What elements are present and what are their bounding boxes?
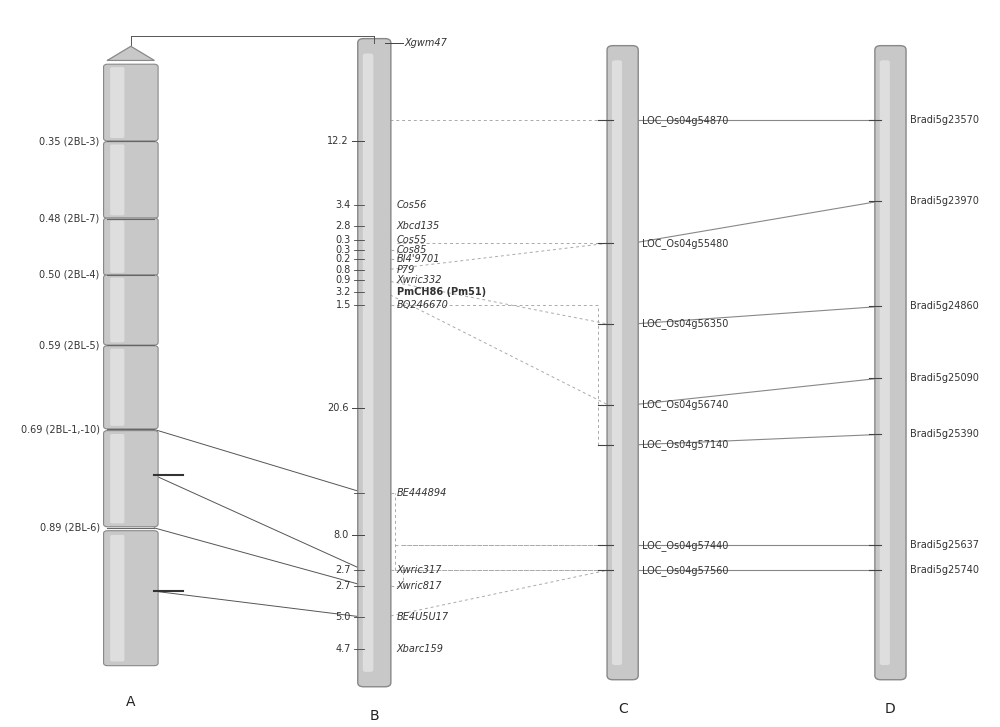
FancyBboxPatch shape bbox=[104, 430, 158, 527]
Text: Bradi5g25390: Bradi5g25390 bbox=[910, 430, 979, 439]
Text: LOC_Os04g57140: LOC_Os04g57140 bbox=[642, 440, 728, 451]
Text: 8.0: 8.0 bbox=[334, 530, 349, 540]
Text: Xwric317: Xwric317 bbox=[397, 565, 442, 575]
FancyBboxPatch shape bbox=[110, 349, 124, 426]
Text: B: B bbox=[369, 710, 379, 723]
Text: P79: P79 bbox=[397, 265, 415, 275]
FancyBboxPatch shape bbox=[110, 220, 124, 273]
Text: 4.7: 4.7 bbox=[336, 644, 351, 654]
Text: 2.7: 2.7 bbox=[335, 581, 351, 590]
Text: 0.3: 0.3 bbox=[336, 245, 351, 255]
FancyBboxPatch shape bbox=[607, 46, 638, 680]
Text: BE444894: BE444894 bbox=[397, 488, 447, 498]
Text: 0.89 (2BL-6): 0.89 (2BL-6) bbox=[40, 523, 100, 533]
Text: Cos55: Cos55 bbox=[397, 235, 427, 245]
Text: A: A bbox=[126, 695, 136, 710]
FancyBboxPatch shape bbox=[110, 535, 124, 662]
Text: LOC_Os04g55480: LOC_Os04g55480 bbox=[642, 238, 728, 249]
Text: Bradi5g24860: Bradi5g24860 bbox=[910, 302, 979, 311]
FancyBboxPatch shape bbox=[363, 54, 373, 672]
Text: Bradi5g23970: Bradi5g23970 bbox=[910, 196, 979, 206]
Text: 0.48 (2BL-7): 0.48 (2BL-7) bbox=[39, 214, 100, 224]
Text: Bradi5g25637: Bradi5g25637 bbox=[910, 540, 979, 550]
Text: 3.4: 3.4 bbox=[336, 199, 351, 209]
Text: LOC_Os04g56350: LOC_Os04g56350 bbox=[642, 318, 728, 329]
FancyBboxPatch shape bbox=[875, 46, 906, 680]
Text: Bradi5g25740: Bradi5g25740 bbox=[910, 565, 979, 575]
FancyBboxPatch shape bbox=[104, 142, 158, 218]
Text: Cos85: Cos85 bbox=[397, 245, 427, 255]
Text: 0.3: 0.3 bbox=[336, 235, 351, 245]
Polygon shape bbox=[107, 47, 154, 60]
FancyBboxPatch shape bbox=[104, 345, 158, 429]
FancyBboxPatch shape bbox=[612, 60, 622, 665]
FancyBboxPatch shape bbox=[110, 278, 124, 342]
FancyBboxPatch shape bbox=[358, 39, 391, 687]
Text: 1.5: 1.5 bbox=[336, 300, 351, 310]
Text: C: C bbox=[618, 702, 628, 716]
Text: 0.59 (2BL-5): 0.59 (2BL-5) bbox=[39, 340, 100, 350]
FancyBboxPatch shape bbox=[104, 531, 158, 666]
Text: LOC_Os04g57560: LOC_Os04g57560 bbox=[642, 565, 729, 576]
FancyBboxPatch shape bbox=[110, 67, 124, 138]
Text: Xbcd135: Xbcd135 bbox=[397, 220, 440, 230]
Text: LOC_Os04g56740: LOC_Os04g56740 bbox=[642, 399, 728, 410]
Text: 0.2: 0.2 bbox=[336, 254, 351, 265]
Text: LOC_Os04g57440: LOC_Os04g57440 bbox=[642, 540, 728, 551]
Text: 20.6: 20.6 bbox=[327, 403, 349, 414]
Text: D: D bbox=[885, 702, 896, 716]
FancyBboxPatch shape bbox=[104, 64, 158, 141]
Text: 0.50 (2BL-4): 0.50 (2BL-4) bbox=[39, 270, 100, 280]
Text: 2.8: 2.8 bbox=[336, 220, 351, 230]
FancyBboxPatch shape bbox=[110, 434, 124, 523]
FancyBboxPatch shape bbox=[104, 218, 158, 276]
Text: Bradi5g23570: Bradi5g23570 bbox=[910, 115, 979, 125]
Text: 0.9: 0.9 bbox=[336, 276, 351, 286]
Text: BI4'9701: BI4'9701 bbox=[397, 254, 440, 265]
Text: Xwric817: Xwric817 bbox=[397, 581, 442, 590]
FancyBboxPatch shape bbox=[880, 60, 890, 665]
Text: PmCH86 (Pm51): PmCH86 (Pm51) bbox=[397, 287, 486, 297]
FancyBboxPatch shape bbox=[104, 275, 158, 345]
Text: Xbarc159: Xbarc159 bbox=[397, 644, 444, 654]
Text: Xgwm47: Xgwm47 bbox=[404, 38, 447, 48]
Text: 0.8: 0.8 bbox=[336, 265, 351, 275]
Text: 5.0: 5.0 bbox=[336, 612, 351, 622]
Text: 3.2: 3.2 bbox=[336, 287, 351, 297]
Text: BQ246670: BQ246670 bbox=[397, 300, 449, 310]
Text: 2.7: 2.7 bbox=[335, 565, 351, 575]
FancyBboxPatch shape bbox=[110, 145, 124, 215]
Text: LOC_Os04g54870: LOC_Os04g54870 bbox=[642, 115, 728, 126]
Text: Xwric332: Xwric332 bbox=[397, 276, 442, 286]
Text: Cos56: Cos56 bbox=[397, 199, 427, 209]
Text: 0.35 (2BL-3): 0.35 (2BL-3) bbox=[39, 136, 100, 146]
Text: 0.69 (2BL-1,-10): 0.69 (2BL-1,-10) bbox=[21, 425, 100, 435]
Text: BE4U5U17: BE4U5U17 bbox=[397, 612, 449, 622]
Text: 12.2: 12.2 bbox=[327, 136, 349, 146]
Text: Bradi5g25090: Bradi5g25090 bbox=[910, 373, 979, 383]
